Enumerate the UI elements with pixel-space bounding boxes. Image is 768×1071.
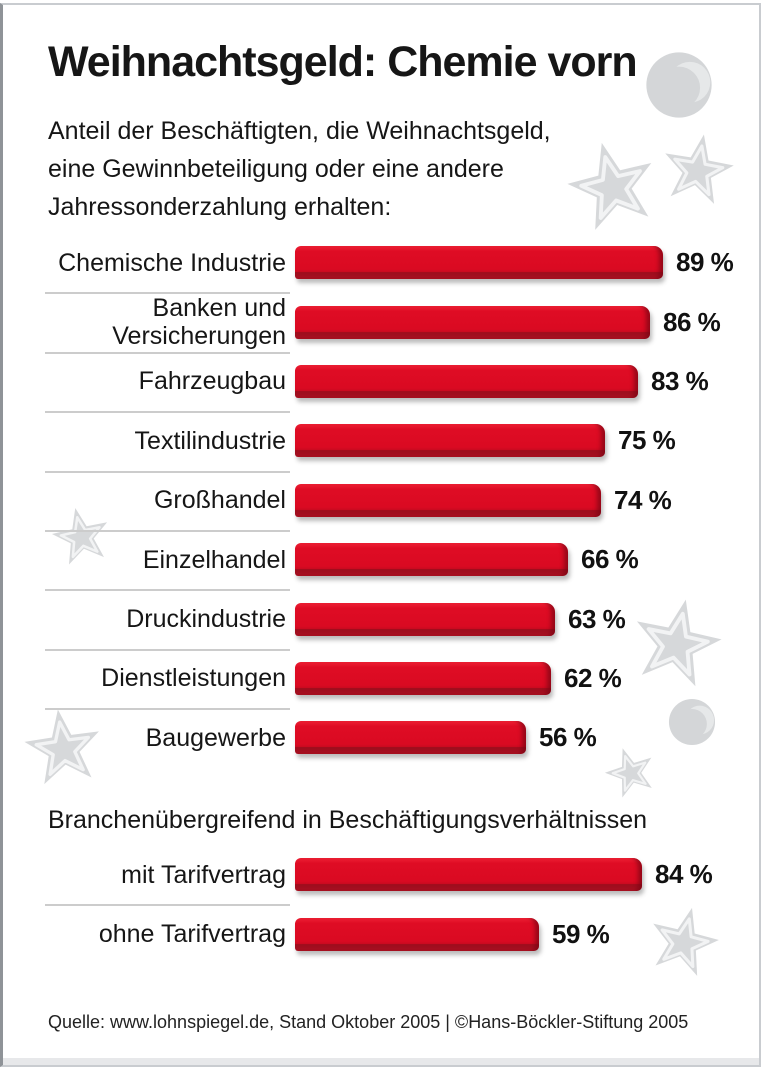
section-heading: Branchenübergreifend in Beschäftigungsve… xyxy=(48,806,647,834)
value-label: 63 % xyxy=(568,603,626,634)
value-label: 89 % xyxy=(676,247,734,278)
chart-row: mit Tarifvertrag 84 % xyxy=(45,845,768,904)
scan-bottom-band xyxy=(3,1058,759,1066)
chart-subtitle: Anteil der Beschäftigten, die Weihnachts… xyxy=(48,117,551,221)
bar-area: 83 % xyxy=(290,364,768,398)
chart-row: Textilindustrie 75 % xyxy=(45,411,768,470)
value-label: 56 % xyxy=(539,722,597,753)
chart-row: Großhandel 74 % xyxy=(45,470,768,530)
bar-area: 62 % xyxy=(290,661,768,695)
category-label: Einzelhandel xyxy=(142,545,286,574)
page-title: Weihnachtsgeld: Chemie vorn xyxy=(48,38,638,86)
bar xyxy=(295,917,539,951)
bar xyxy=(295,424,605,458)
bar xyxy=(295,483,601,517)
source-note: Quelle: www.lohnspiegel.de, Stand Oktobe… xyxy=(48,1012,689,1032)
bar xyxy=(295,602,555,636)
category-label: Baugewerbe xyxy=(145,723,286,752)
chart-row: Fahrzeugbau 83 % xyxy=(45,351,768,411)
category-label: ohne Tarifvertrag xyxy=(98,920,286,949)
category-label: Chemische Industrie xyxy=(58,248,286,277)
bar-area: 59 % xyxy=(290,917,768,951)
bar xyxy=(295,364,638,398)
bar-group-cross-industry: mit Tarifvertrag 84 % ohne Tarifvertrag … xyxy=(45,845,768,964)
bar-area: 66 % xyxy=(290,543,768,577)
value-label: 83 % xyxy=(651,365,709,396)
value-label: 62 % xyxy=(564,662,622,693)
category-label: Banken und Versicherungen xyxy=(112,294,286,351)
bar xyxy=(295,543,568,577)
chart-row: Baugewerbe 56 % xyxy=(45,708,768,767)
bar-area: 86 % xyxy=(290,305,768,339)
bar xyxy=(295,721,526,755)
bar xyxy=(295,661,551,695)
chart-row: Einzelhandel 66 % xyxy=(45,529,768,589)
value-label: 74 % xyxy=(614,484,672,515)
bar-group-industries: Chemische Industrie 89 % Banken und Vers… xyxy=(45,233,768,768)
bar-area: 75 % xyxy=(290,424,768,458)
chart-row: ohne Tarifvertrag 59 % xyxy=(45,904,768,963)
value-label: 86 % xyxy=(663,306,721,337)
bar xyxy=(295,246,663,280)
category-label: Dienstleistungen xyxy=(101,664,286,693)
chart-row: Chemische Industrie 89 % xyxy=(45,233,768,292)
category-label: Druckindustrie xyxy=(126,605,286,634)
category-label: mit Tarifvertrag xyxy=(121,860,286,889)
chart-row: Banken und Versicherungen 86 % xyxy=(45,292,768,351)
category-label: Fahrzeugbau xyxy=(138,367,286,396)
bar-area: 63 % xyxy=(290,602,768,636)
bar-area: 56 % xyxy=(290,721,768,755)
chart-row: Druckindustrie 63 % xyxy=(45,589,768,648)
bar xyxy=(295,858,642,892)
value-label: 75 % xyxy=(618,425,676,456)
value-label: 66 % xyxy=(581,544,639,575)
bar-area: 89 % xyxy=(290,246,768,280)
category-label: Textilindustrie xyxy=(134,426,286,455)
bar-area: 74 % xyxy=(290,483,768,517)
chart-row: Dienstleistungen 62 % xyxy=(45,648,768,708)
bar xyxy=(295,305,650,339)
bar-area: 84 % xyxy=(290,858,768,892)
value-label: 84 % xyxy=(655,859,713,890)
category-label: Großhandel xyxy=(153,486,286,515)
value-label: 59 % xyxy=(552,918,610,949)
